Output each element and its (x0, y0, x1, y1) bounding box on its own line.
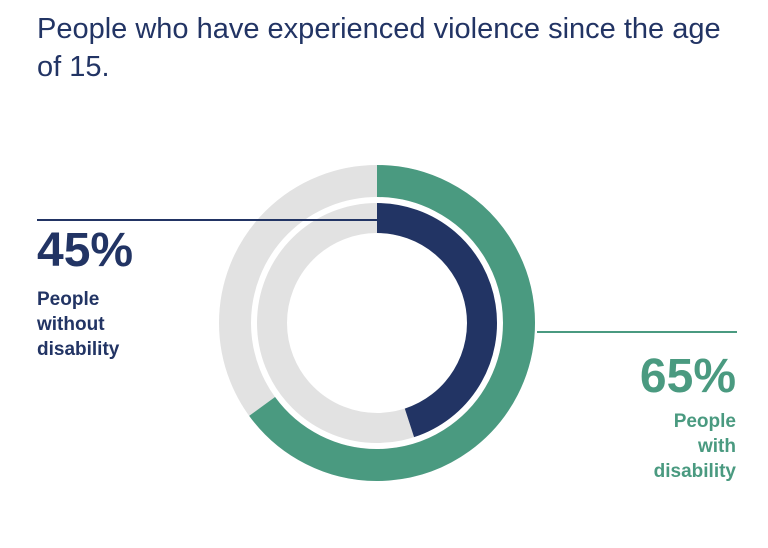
inner-label-line: without (37, 314, 105, 335)
inner-label-line: disability (37, 339, 120, 360)
outer-label-line: People (673, 411, 736, 432)
inner-series-label: People without disability (37, 287, 119, 362)
outer-label-line: disability (653, 461, 736, 482)
outer-series-label: People with disability (654, 409, 736, 484)
chart-title: People who have experienced violence sin… (37, 13, 721, 83)
inner-ring-arc (376, 203, 497, 438)
outer-label-line: with (698, 436, 736, 457)
inner-value-label: 45% (37, 224, 134, 277)
outer-ring-arc (249, 165, 535, 481)
outer-value-label: 65% (639, 350, 736, 403)
inner-label-line: People (37, 289, 100, 310)
